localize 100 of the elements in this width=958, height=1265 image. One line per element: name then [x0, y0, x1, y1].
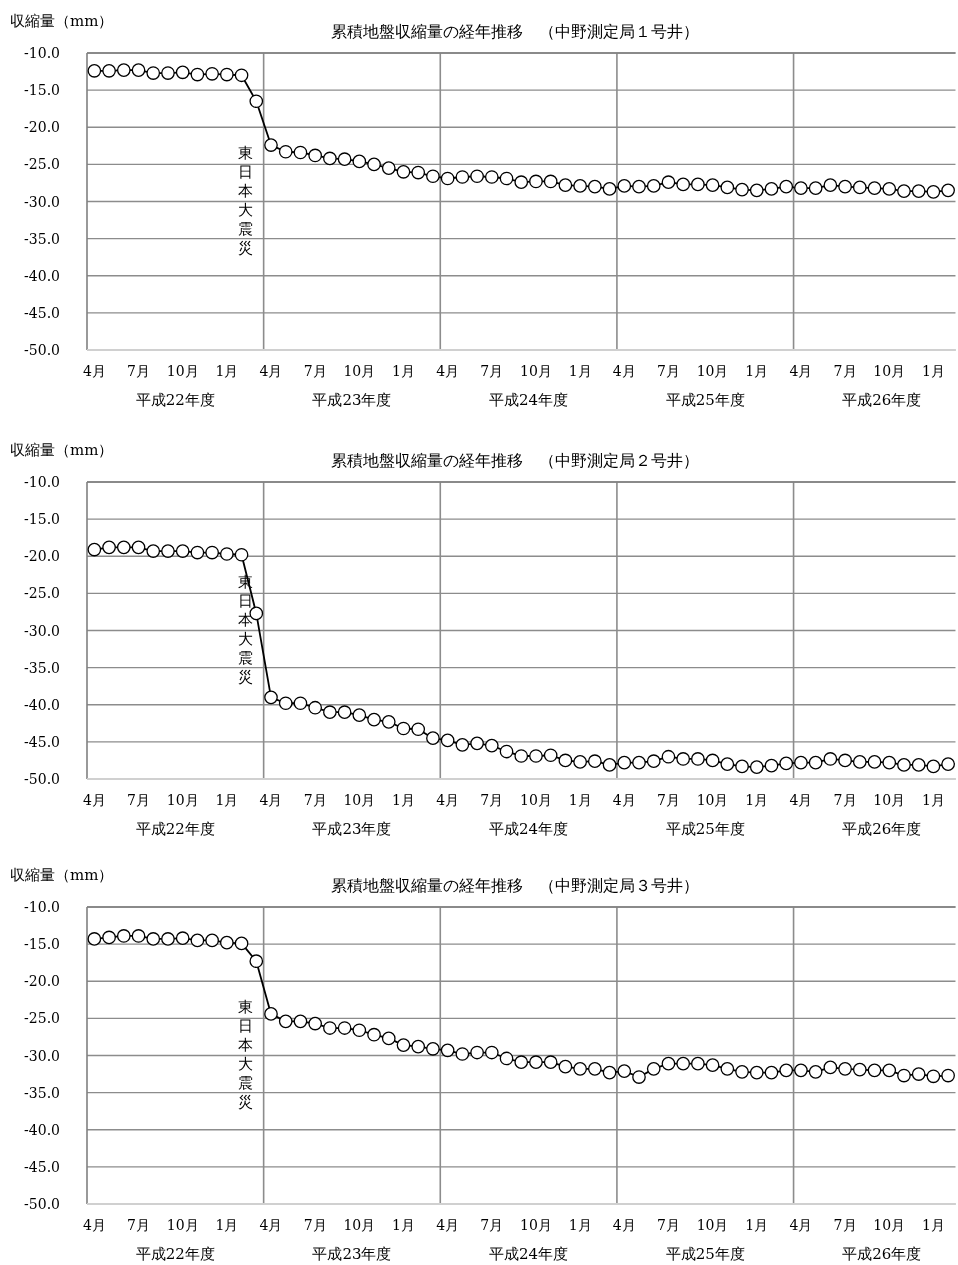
point	[911, 758, 926, 772]
point	[838, 179, 852, 194]
x-tick-label: 10月	[696, 363, 729, 379]
x-tick-label: 4月	[82, 363, 106, 379]
x-tick-label: 1月	[215, 792, 239, 808]
point	[808, 181, 823, 195]
point	[396, 1038, 411, 1052]
point	[470, 736, 484, 751]
x-tick-label: 7月	[656, 792, 680, 808]
point	[720, 757, 735, 771]
x-tick-label: 1月	[568, 792, 592, 808]
point	[661, 749, 676, 764]
point	[749, 760, 764, 774]
point	[426, 169, 440, 184]
point	[646, 1062, 661, 1076]
point	[676, 177, 691, 192]
point	[264, 1007, 278, 1021]
text: 平成26年度	[842, 820, 922, 838]
point	[440, 171, 455, 186]
x-tick-label: 7月	[833, 363, 857, 379]
point	[867, 181, 882, 195]
point	[558, 753, 573, 768]
point	[794, 755, 808, 770]
point	[426, 731, 440, 746]
point	[278, 144, 293, 159]
y-tick-label: -30.0	[24, 1047, 60, 1064]
chart-title: 累積地盤収縮量の経年推移 （中野測定局２号井）	[331, 451, 699, 470]
point	[941, 183, 955, 198]
point	[293, 1014, 308, 1029]
point	[823, 752, 838, 766]
point	[323, 151, 337, 166]
x-tick-label: 7月	[127, 363, 150, 379]
x-tick-label: 1月	[745, 792, 769, 808]
point	[558, 178, 573, 193]
point	[205, 933, 219, 948]
point	[632, 755, 646, 770]
y-tick-label: -35.0	[24, 1084, 60, 1101]
x-tick-label: 1月	[921, 1217, 945, 1233]
point	[323, 705, 337, 720]
point	[882, 1063, 897, 1078]
point	[735, 1064, 749, 1079]
point	[484, 1045, 499, 1060]
x-tick-label: 7月	[303, 363, 327, 379]
x-tick-label: 10月	[166, 1217, 199, 1233]
y-axis-title: 収縮量（mm）	[10, 12, 114, 30]
point	[219, 547, 234, 561]
point	[808, 755, 823, 770]
point	[617, 755, 632, 770]
point	[617, 1064, 632, 1078]
point	[911, 1067, 926, 1081]
y-tick-label: -20.0	[24, 548, 60, 565]
point	[529, 749, 543, 763]
point	[190, 67, 205, 82]
point	[102, 540, 116, 555]
point	[867, 755, 882, 769]
y-tick-label: -20.0	[24, 973, 60, 990]
point	[573, 755, 587, 769]
y-tick-label: -40.0	[24, 267, 60, 284]
y-tick-label: -45.0	[24, 733, 60, 750]
point	[293, 696, 308, 711]
x-tick-label: 7月	[127, 1217, 150, 1233]
point	[543, 748, 558, 763]
point	[219, 67, 234, 82]
annotation: 東日本大震災	[238, 144, 254, 257]
point	[102, 930, 116, 945]
point	[131, 929, 146, 943]
point	[352, 1023, 367, 1038]
point	[514, 749, 529, 763]
point	[543, 174, 558, 189]
point	[175, 931, 190, 946]
point	[720, 180, 735, 195]
point	[646, 179, 661, 193]
point	[470, 1045, 484, 1060]
point	[205, 66, 219, 81]
point	[146, 544, 161, 558]
x-tick-label: 4月	[789, 1217, 813, 1233]
point	[102, 63, 116, 78]
point	[764, 758, 779, 773]
x-tick-label: 10月	[166, 363, 199, 379]
x-tick-label: 4月	[436, 1217, 460, 1233]
point	[852, 755, 867, 769]
x-tick-label: 10月	[343, 1217, 376, 1233]
point	[705, 1058, 720, 1072]
text: 平成25年度	[665, 820, 745, 838]
point	[308, 700, 323, 715]
point	[440, 733, 455, 748]
point	[470, 169, 484, 184]
point	[381, 714, 396, 729]
text: 平成24年度	[489, 820, 569, 838]
point	[543, 1055, 558, 1070]
point	[882, 755, 897, 770]
point	[411, 165, 426, 180]
x-tick-label: 7月	[656, 363, 680, 379]
x-tick-label: 1月	[392, 792, 415, 808]
text: 平成22年度	[135, 820, 215, 838]
point	[337, 705, 352, 720]
point	[661, 175, 676, 190]
text: 平成23年度	[312, 391, 392, 409]
point	[529, 1055, 543, 1070]
x-tick-label: 4月	[789, 792, 813, 808]
